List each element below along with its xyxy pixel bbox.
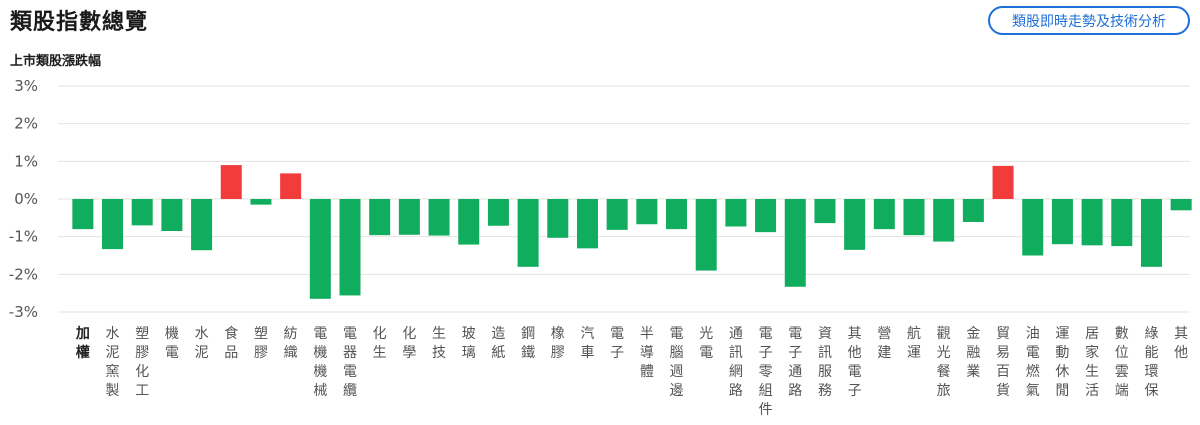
y-tick-label: 2% (14, 115, 38, 133)
y-tick-label: -3% (9, 303, 38, 321)
bar[interactable] (873, 199, 895, 230)
bar[interactable] (369, 199, 391, 236)
bar[interactable] (666, 199, 688, 230)
y-tick-label: -2% (9, 265, 38, 283)
bar[interactable] (280, 173, 302, 199)
bar[interactable] (844, 199, 866, 250)
bar[interactable] (903, 199, 925, 236)
category-label: 紡織 (284, 326, 298, 361)
y-tick-label: 1% (14, 152, 38, 170)
bar[interactable] (784, 199, 806, 287)
category-label: 航運 (907, 326, 921, 361)
bar[interactable] (547, 199, 569, 238)
bar[interactable] (606, 199, 628, 230)
category-label: 通訊網路 (729, 326, 743, 399)
bar[interactable] (636, 199, 658, 225)
bar[interactable] (695, 199, 717, 271)
bar[interactable] (755, 199, 777, 233)
bar[interactable] (487, 199, 509, 226)
category-label: 生技 (432, 326, 446, 361)
bar[interactable] (131, 199, 153, 226)
category-label: 汽車 (580, 326, 594, 361)
category-label: 其他電子 (848, 326, 862, 399)
category-label: 電子通路 (788, 326, 802, 399)
bar[interactable] (1170, 199, 1192, 211)
bar[interactable] (102, 199, 124, 250)
category-label: 塑膠化工 (135, 326, 149, 399)
chart-title: 上市類股漲跌幅 (10, 54, 102, 69)
bar[interactable] (72, 199, 94, 230)
category-label: 造紙 (491, 326, 505, 361)
category-label: 居家生活 (1085, 326, 1099, 399)
category-label: 金融業 (966, 326, 980, 380)
category-label: 電器電纜 (343, 326, 357, 399)
category-label: 半導體 (640, 326, 654, 380)
bar[interactable] (398, 199, 420, 235)
category-label: 資訊服務 (818, 326, 832, 399)
category-label: 塑膠 (254, 326, 268, 361)
category-label: 電子 (610, 326, 624, 361)
y-tick-label: 3% (14, 77, 38, 95)
sector-trend-analysis-button[interactable]: 類股即時走勢及技術分析 (988, 6, 1190, 35)
y-tick-label: 0% (14, 190, 38, 208)
category-label: 食品 (224, 325, 238, 361)
bar[interactable] (191, 199, 213, 251)
bar[interactable] (814, 199, 836, 224)
bar[interactable] (250, 199, 272, 205)
category-label: 運動休閒 (1055, 326, 1069, 399)
bar[interactable] (1022, 199, 1044, 256)
category-label: 電子零組件 (759, 326, 773, 418)
bar[interactable] (1051, 199, 1073, 245)
category-label: 橡膠 (551, 326, 565, 361)
category-label: 玻璃 (462, 326, 476, 361)
bar[interactable] (458, 199, 480, 245)
category-label: 光電 (699, 326, 713, 361)
bar[interactable] (933, 199, 955, 242)
bar[interactable] (309, 199, 331, 299)
category-label: 化生 (373, 326, 387, 361)
category-label: 水泥窯製 (106, 326, 120, 399)
category-label: 水泥 (195, 326, 209, 361)
bar[interactable] (1081, 199, 1103, 246)
y-tick-label: -1% (9, 228, 38, 246)
bar[interactable] (1111, 199, 1133, 247)
category-label: 機電 (165, 326, 179, 361)
category-label: 觀光餐旅 (937, 326, 951, 399)
category-label: 油電燃氣 (1026, 326, 1040, 399)
category-label: 電機機械 (313, 326, 327, 399)
page-title: 類股指數總覽 (10, 10, 149, 35)
category-label: 加權 (75, 326, 90, 361)
bar[interactable] (725, 199, 747, 227)
bar[interactable] (992, 165, 1014, 199)
bar[interactable] (220, 165, 242, 199)
bar[interactable] (339, 199, 361, 296)
category-label: 營建 (877, 326, 891, 361)
bars (72, 165, 1192, 299)
category-label: 貿易百貨 (996, 326, 1010, 399)
bar[interactable] (1140, 199, 1162, 267)
grid-layer (58, 85, 1190, 313)
category-label: 電腦週邊 (670, 326, 684, 399)
category-label: 綠能環保 (1144, 326, 1158, 399)
bar[interactable] (428, 199, 450, 236)
bar[interactable] (576, 199, 598, 249)
bar[interactable] (962, 199, 984, 222)
category-label: 化學 (402, 326, 416, 361)
bar[interactable] (161, 199, 183, 232)
category-label: 其他 (1174, 326, 1188, 361)
category-label: 鋼鐵 (521, 326, 535, 361)
y-axis-ticks: 3% 2% 1% 0% -1% -2% -3% (9, 77, 38, 321)
bar[interactable] (517, 199, 539, 267)
category-label: 數位雲端 (1115, 326, 1129, 399)
